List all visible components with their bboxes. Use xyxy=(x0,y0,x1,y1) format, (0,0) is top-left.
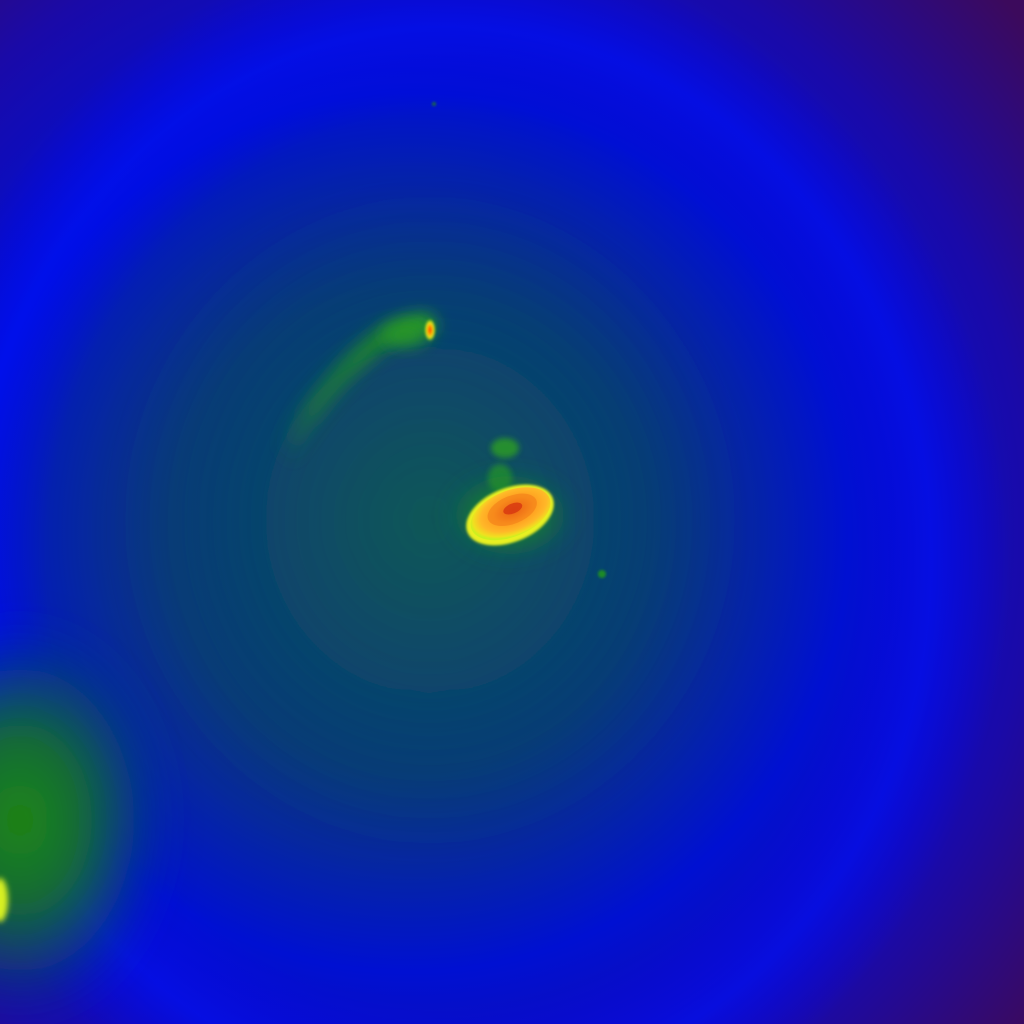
central-hotspot xyxy=(466,484,554,546)
small-clump xyxy=(424,318,436,342)
speck xyxy=(432,102,436,106)
edge-blob-core xyxy=(0,878,8,922)
edge-blob xyxy=(0,620,170,1020)
teal-halo xyxy=(120,190,740,850)
speck xyxy=(598,570,606,578)
stream-knot xyxy=(383,323,427,347)
satellite-clump xyxy=(491,438,519,458)
